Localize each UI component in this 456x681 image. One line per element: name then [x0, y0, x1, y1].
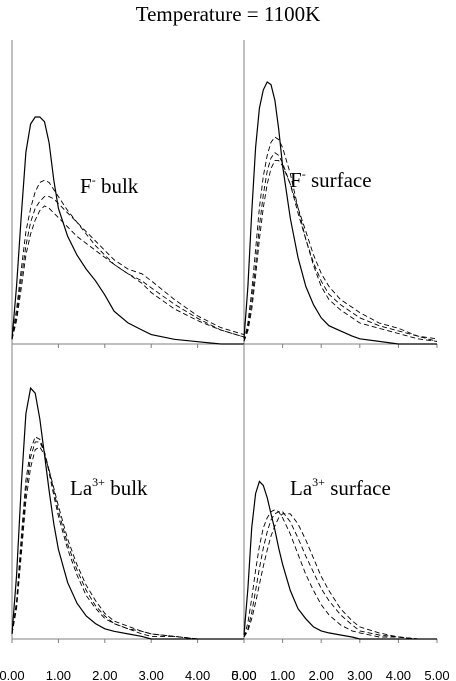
panel-label-superscript: - — [92, 173, 96, 187]
series-line-0 — [11, 386, 244, 640]
panel-label-main: La — [290, 476, 313, 500]
panel-0: F- bulk — [11, 116, 245, 348]
series-line-0 — [243, 81, 437, 345]
series-line-3 — [11, 446, 244, 640]
panel-label: La3+ bulk — [70, 475, 148, 500]
panel-label-rest: bulk — [96, 174, 139, 198]
x-tick-label: 3.00 — [347, 668, 372, 681]
x-tick-label: 4.00 — [185, 668, 210, 681]
panel-label-main: F — [290, 168, 302, 192]
panel-label-main: F — [80, 174, 92, 198]
series-line-2 — [243, 511, 437, 640]
series-line-3 — [243, 513, 437, 640]
x-tick-label: 0.00 — [0, 668, 25, 681]
panel-label: F- bulk — [80, 173, 139, 198]
panel-label-rest: bulk — [105, 476, 148, 500]
series-line-1 — [11, 179, 245, 340]
x-tick-label: 1.00 — [46, 668, 71, 681]
panel-1: F- surface — [243, 81, 438, 348]
panel-3: La3+ surface 0.00 1.00 2.00 3.00 4.00 5.00 — [231, 475, 449, 681]
panel-label-rest: surface — [325, 476, 391, 500]
x-tick-label: 3.00 — [139, 668, 164, 681]
x-tick-label: 0.00 — [231, 668, 256, 681]
series-line-2 — [11, 196, 245, 340]
x-tick-label: 2.00 — [309, 668, 334, 681]
panel-label: F- surface — [290, 167, 372, 192]
series-line-1 — [11, 436, 244, 640]
panel-label-superscript: - — [302, 167, 306, 181]
panel-label-rest: surface — [306, 168, 372, 192]
series-line-1 — [243, 136, 438, 342]
panel-label-superscript: 3+ — [312, 475, 325, 489]
series-line-2 — [243, 152, 438, 342]
panel-2: La3+ bulk 0.00 1.00 2.00 3.00 4.00 5.00 — [0, 386, 257, 681]
x-tick-label: 4.00 — [386, 668, 411, 681]
panel-label: La3+ surface — [290, 475, 391, 500]
series-line-1 — [243, 509, 437, 640]
series-line-0 — [243, 480, 437, 640]
chart-title: Temperature = 1100K — [135, 2, 321, 26]
series-line-0 — [11, 116, 244, 345]
panel-label-main: La — [70, 476, 93, 500]
x-tick-label: 5.00 — [231, 668, 256, 681]
panel-label-superscript: 3+ — [92, 475, 105, 489]
series-line-3 — [243, 160, 438, 342]
series-line-3 — [11, 205, 245, 340]
x-tick-label: 5.00 — [424, 668, 449, 681]
x-tick-label: 2.00 — [92, 668, 117, 681]
x-tick-label: 1.00 — [270, 668, 295, 681]
